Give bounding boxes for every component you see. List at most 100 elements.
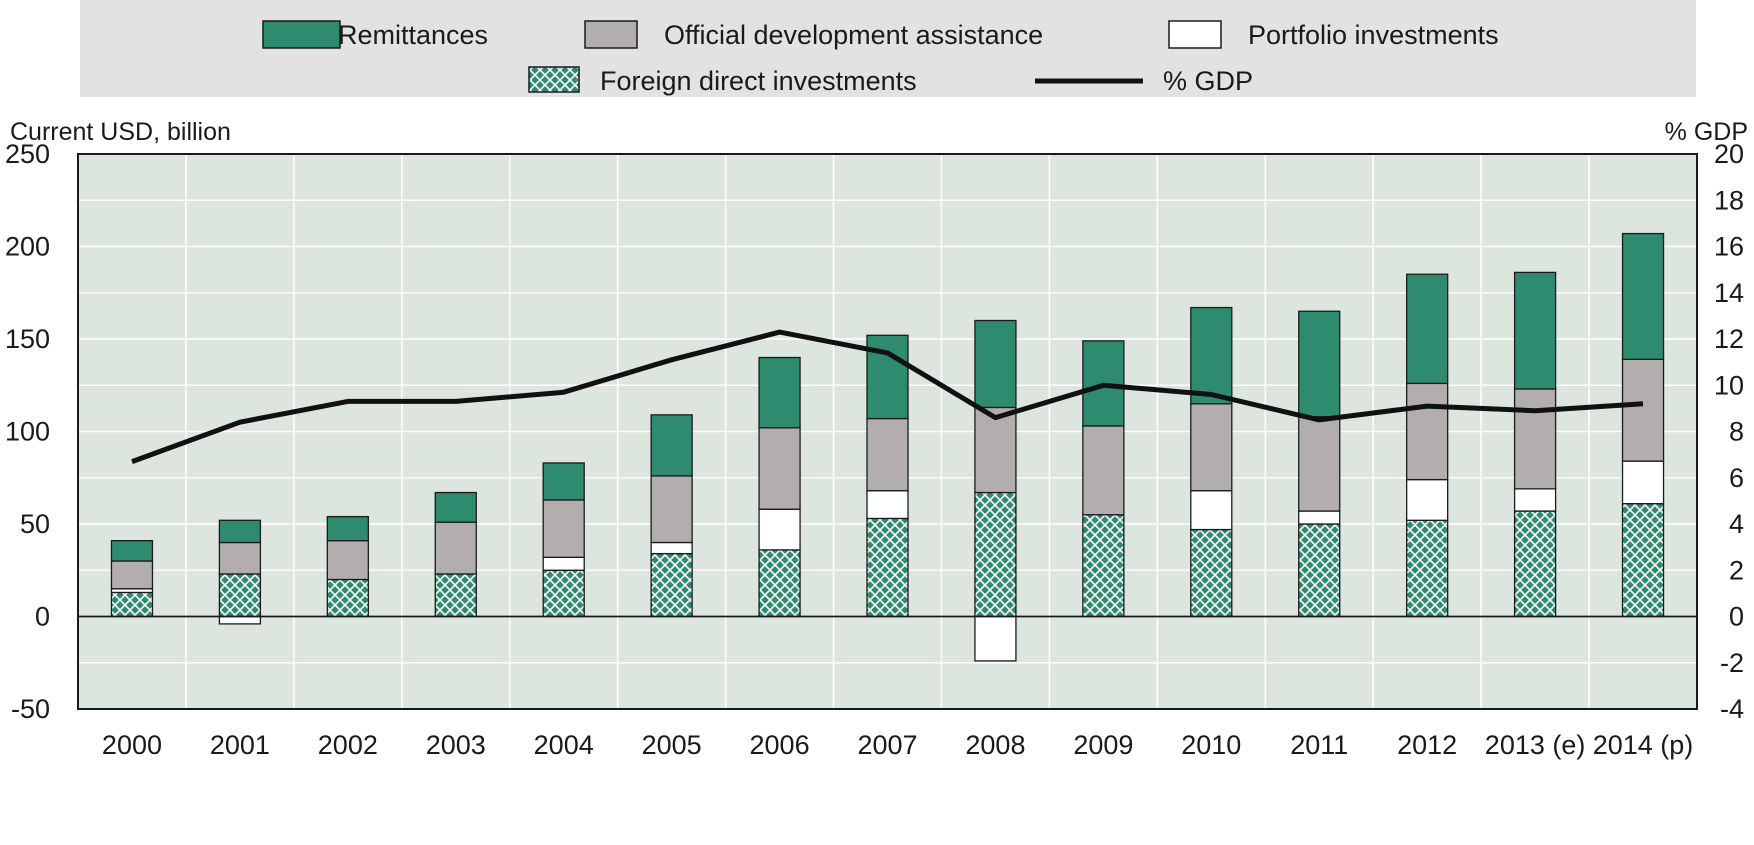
bar-remittances-3 [434,491,477,523]
ticks-layer: 250200150100500-5020181614121086420-2-42… [5,139,1744,760]
bar-fdi-13 [1513,510,1557,618]
bar-portfolio-13 [1513,488,1557,512]
bar-oda-4 [542,499,585,558]
bar-portfolio-11 [1298,510,1341,525]
x-tick: 2003 [426,730,486,760]
bar-fdi-6 [758,549,801,618]
y-tick-left: 50 [20,509,50,539]
bar-oda-14 [1621,358,1665,462]
bar-oda-9 [1082,425,1125,516]
bar-fdi-0 [110,591,154,618]
bar-oda-6 [758,427,801,510]
bar-remittances-11 [1298,310,1341,418]
bar-remittances-1 [218,519,262,544]
y-tick-right: 14 [1714,278,1744,308]
bar-fdi-12 [1406,519,1449,618]
x-tick: 2012 [1397,730,1457,760]
bar-remittances-13 [1513,271,1557,390]
y-tick-right: 4 [1729,509,1744,539]
y-tick-left: 150 [5,324,50,354]
bar-oda-0 [110,560,154,590]
y-axis-title-right: % GDP [1665,118,1748,146]
bar-fdi-11 [1298,523,1341,618]
bar-remittances-2 [326,515,369,542]
bar-remittances-5 [650,414,693,477]
bars-layer [110,232,1665,662]
gdp-line [131,329,1644,464]
bar-remittances-4 [542,462,585,501]
bar-portfolio-7 [866,490,909,520]
y-tick-left: 0 [35,602,50,632]
x-tick: 2011 [1290,730,1348,760]
bar-oda-11 [1298,416,1341,512]
y-tick-right: 16 [1714,232,1744,262]
bar-fdi-8 [974,491,1017,618]
x-tick: 2005 [642,730,702,760]
bar-oda-3 [434,521,477,575]
legend-background [80,0,1696,97]
bar-fdi-4 [542,569,585,618]
bar-oda-12 [1406,382,1449,481]
x-tick: 2007 [857,730,917,760]
y-tick-left: 100 [5,417,50,447]
bar-portfolio-8 [974,615,1017,662]
y-tick-right: 10 [1714,370,1744,400]
y-tick-right: -2 [1720,648,1744,678]
x-tick: 2009 [1073,730,1133,760]
bar-portfolio-4 [542,556,585,571]
x-tick: 2000 [102,730,162,760]
bar-oda-5 [650,475,693,544]
y-tick-left: 250 [5,139,50,169]
y-tick-left: -50 [11,694,50,724]
legend: Remittances Official development assista… [80,0,1696,97]
bar-fdi-14 [1621,502,1665,618]
bar-portfolio-10 [1190,490,1233,531]
bar-portfolio-14 [1621,460,1665,505]
bar-portfolio-5 [650,541,693,555]
legend-label-fdi: Foreign direct investments [600,66,917,96]
legend-swatch-remittances [262,20,341,49]
x-tick: 2014 (p) [1593,730,1694,760]
bar-remittances-10 [1190,306,1233,405]
y-tick-left: 200 [5,232,50,262]
legend-label-remittances: Remittances [338,20,488,50]
legend-label-portfolio: Portfolio investments [1248,20,1499,50]
bar-portfolio-1 [218,615,262,625]
bar-oda-7 [866,417,909,492]
plot-frame [77,153,1698,710]
x-tick: 2001 [210,730,270,760]
x-tick: 2013 (e) [1485,730,1586,760]
bar-fdi-1 [218,573,262,618]
bar-oda-10 [1190,403,1233,492]
line-layer [131,329,1644,464]
y-tick-right: 20 [1714,139,1744,169]
legend-label-oda: Official development assistance [664,20,1043,50]
legend-swatch-portfolio [1168,20,1222,49]
bar-portfolio-6 [758,508,801,551]
x-tick: 2010 [1181,730,1241,760]
bar-fdi-3 [434,573,477,618]
x-tick: 2008 [965,730,1025,760]
bar-oda-13 [1513,388,1557,490]
bar-fdi-10 [1190,528,1233,618]
legend-swatch-oda [584,20,638,49]
bar-fdi-7 [866,517,909,618]
bar-remittances-12 [1406,273,1449,385]
x-tick: 2004 [534,730,594,760]
y-tick-right: 8 [1729,417,1744,447]
y-tick-right: 2 [1729,555,1744,585]
bar-remittances-14 [1621,232,1665,361]
bar-fdi-5 [650,552,693,618]
y-tick-right: 18 [1714,185,1744,215]
bar-remittances-8 [974,319,1017,409]
y-tick-right: 6 [1729,463,1744,493]
y-tick-right: -4 [1720,694,1744,724]
x-tick: 2002 [318,730,378,760]
bar-fdi-9 [1082,514,1125,618]
legend-swatch-fdi [528,66,580,93]
bar-oda-2 [326,540,369,581]
bar-remittances-6 [758,356,801,429]
bar-remittances-0 [110,540,154,562]
